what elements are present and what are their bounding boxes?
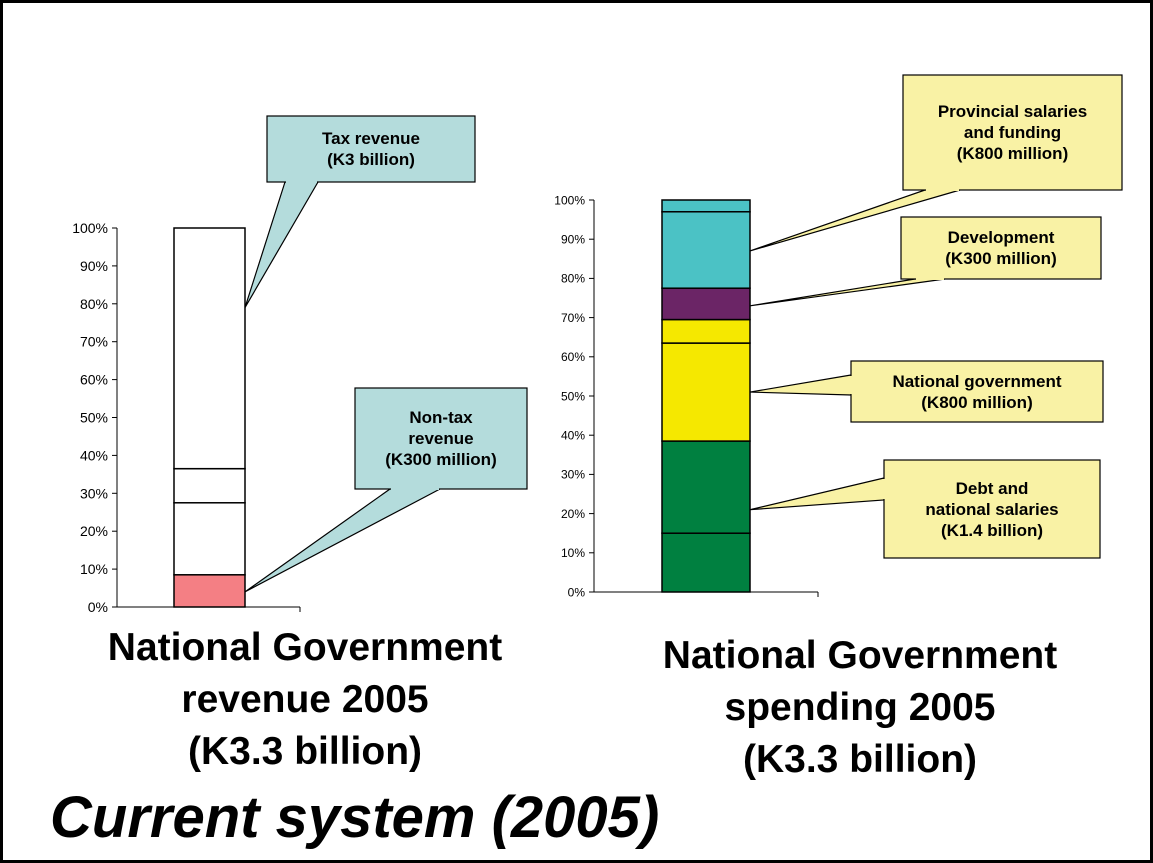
revenue-callout-label-2: Non-tax revenue (K300 million) xyxy=(355,407,527,470)
spending-chart-title: National Government spending 2005 (K3.3 bi… xyxy=(590,630,1130,786)
spending-callout-pointer-4 xyxy=(749,477,885,511)
revenue-y-tick-label: 70% xyxy=(80,334,108,350)
spending-bar-segment-2 xyxy=(661,440,751,534)
revenue-y-tick-label: 30% xyxy=(80,485,108,501)
callout-line: National government xyxy=(892,371,1062,391)
spending-callout-box-4 xyxy=(883,459,1101,559)
revenue-y-tick-label: 0% xyxy=(88,599,108,615)
callout-line: (K1.4 billion) xyxy=(941,520,1043,540)
callout-line: Debt and xyxy=(955,478,1029,498)
spending-bar-segment-5 xyxy=(661,287,751,321)
spending-callout-pointer-3 xyxy=(749,374,852,396)
revenue-bar-segment-4 xyxy=(173,227,246,470)
revenue-y-tick-label: 60% xyxy=(80,372,108,388)
chart-title-line: National Government xyxy=(107,626,503,669)
callout-line: (K3 billion) xyxy=(327,150,415,169)
spending-y-tick-label: 100% xyxy=(554,193,585,207)
revenue-y-tick-label: 50% xyxy=(80,410,108,426)
spending-y-tick-label: 30% xyxy=(561,468,585,482)
spending-y-tick-label: 50% xyxy=(561,389,585,403)
revenue-callout-box-1 xyxy=(266,115,476,183)
spending-callout-label-4: Debt and national salaries (K1.4 billion) xyxy=(884,478,1100,541)
chart-title-line: (K3.3 billion) xyxy=(188,730,422,773)
revenue-y-tick-label: 10% xyxy=(80,561,108,577)
callout-line: Tax revenue xyxy=(322,129,420,148)
spending-callout-label-1: Provincial salaries and funding (K800 mill… xyxy=(903,101,1122,164)
callout-line: (K800 million) xyxy=(956,144,1069,163)
callout-line: revenue xyxy=(408,429,474,448)
revenue-y-tick-label: 20% xyxy=(80,523,108,539)
revenue-bar-segment-1 xyxy=(173,574,246,608)
spending-y-tick-label: 10% xyxy=(561,546,585,560)
spending-callout-label-2: Development (K300 million) xyxy=(901,227,1101,269)
spending-y-tick-label: 80% xyxy=(561,272,585,286)
revenue-y-tick-label: 40% xyxy=(80,447,108,463)
revenue-callout-pointer-2 xyxy=(244,488,441,593)
slide-subtitle: Current system (2005) xyxy=(50,785,660,850)
revenue-y-tick-label: 80% xyxy=(80,296,108,312)
spending-bar-segment-6 xyxy=(661,211,751,289)
revenue-y-tick-label: 100% xyxy=(72,220,108,236)
callout-line: and funding xyxy=(963,123,1062,142)
revenue-callout-box-2 xyxy=(354,387,528,490)
chart-title-line: spending 2005 xyxy=(724,686,996,729)
spending-y-tick-label: 20% xyxy=(561,507,585,521)
spending-y-tick-label: 40% xyxy=(561,429,585,443)
spending-callout-label-3: National government (K800 million) xyxy=(851,371,1103,413)
callout-line: (K800 million) xyxy=(921,392,1033,412)
revenue-bar-segment-2 xyxy=(173,502,246,576)
spending-y-tick-label: 90% xyxy=(561,233,585,247)
revenue-bar-segment-3 xyxy=(173,467,246,504)
chart-title-line: (K3.3 billion) xyxy=(743,738,977,781)
revenue-callout-pointer-1 xyxy=(244,181,320,308)
chart-title-line: revenue 2005 xyxy=(181,678,429,721)
callout-line: Development xyxy=(947,228,1055,247)
revenue-chart-title: National Government revenue 2005 (K3.3 bil… xyxy=(40,622,570,778)
revenue-callout-label-1: Tax revenue (K3 billion) xyxy=(267,128,475,170)
callout-line: national salaries xyxy=(925,499,1059,519)
callout-line: Provincial salaries xyxy=(937,102,1088,121)
spending-bar-segment-4 xyxy=(661,318,751,344)
spending-callout-box-2 xyxy=(900,216,1102,280)
callout-line: (K300 million) xyxy=(945,249,1057,268)
chart-title-line: National Government xyxy=(662,634,1058,677)
spending-bar-segment-7 xyxy=(661,199,751,213)
spending-callout-pointer-2 xyxy=(749,278,946,307)
spending-y-tick-label: 0% xyxy=(568,585,586,599)
spending-bar-segment-1 xyxy=(661,532,751,593)
callout-line: Non-tax xyxy=(409,408,473,427)
revenue-y-tick-label: 90% xyxy=(80,258,108,274)
spending-y-tick-label: 60% xyxy=(561,350,585,364)
spending-callout-box-3 xyxy=(850,360,1104,423)
spending-bar-segment-3 xyxy=(661,342,751,442)
spending-callout-box-1 xyxy=(902,74,1123,191)
callout-line: (K300 million) xyxy=(385,450,497,469)
spending-y-tick-label: 70% xyxy=(561,311,585,325)
